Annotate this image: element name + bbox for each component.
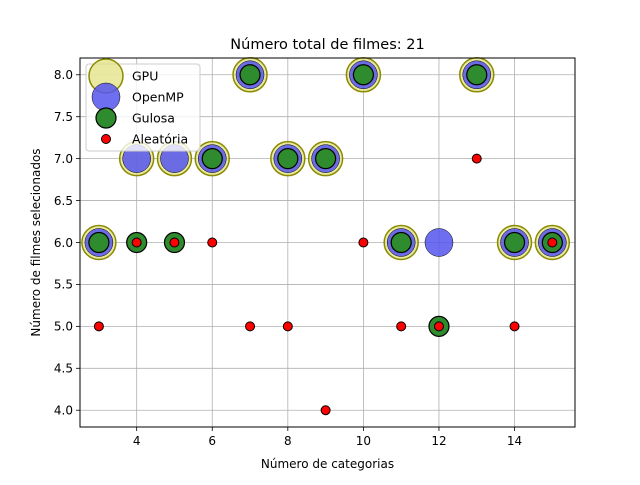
series-4-point	[471, 153, 482, 164]
y-tick-label: 4.5	[54, 362, 73, 376]
series-3-point	[352, 64, 374, 86]
y-tick-label: 8.0	[54, 68, 73, 82]
legend-marker	[95, 107, 117, 129]
y-tick-label: 5.5	[54, 278, 73, 292]
x-axis-label: Número de categorias	[261, 457, 394, 471]
series-4-point	[93, 321, 104, 332]
series-3	[88, 64, 563, 337]
series-4	[93, 153, 558, 416]
legend-label: Aleatória	[132, 132, 188, 147]
series-4-point	[207, 237, 218, 248]
series-4-point	[358, 237, 369, 248]
legend-label: Gulosa	[132, 111, 175, 126]
x-tick-label: 14	[507, 434, 522, 448]
y-tick-label: 5.0	[54, 320, 73, 334]
series-4-point	[433, 321, 444, 332]
legend-label: GPU	[132, 69, 158, 84]
legend-marker	[91, 82, 121, 112]
series-4-point	[169, 237, 180, 248]
legend-label: OpenMP	[132, 90, 184, 105]
legend-marker	[101, 134, 111, 144]
series-3-point	[201, 148, 223, 170]
legend: GPU OpenMP Gulosa Aleatória	[85, 58, 201, 152]
x-tick-label: 4	[133, 434, 141, 448]
y-tick-label: 6.5	[54, 194, 73, 208]
y-axis-label: Número de filmes selecionados	[29, 148, 43, 336]
series-2-point	[424, 228, 454, 257]
y-tick-label: 7.0	[54, 152, 73, 166]
series-4-point	[245, 321, 256, 332]
series-4-point	[396, 321, 407, 332]
series-3-point	[88, 231, 110, 254]
series-3-point	[315, 148, 337, 170]
x-tick-label: 12	[431, 434, 446, 448]
series-4-point	[131, 237, 142, 248]
series-4-point	[547, 237, 558, 248]
series-4-point	[282, 321, 293, 332]
data-points	[81, 57, 571, 416]
series-3-point	[466, 64, 488, 86]
series-3-point	[239, 64, 261, 86]
y-tick-label: 4.0	[54, 404, 73, 418]
x-tick-label: 10	[356, 434, 371, 448]
x-axis-ticks: 4 6 8 10 12 14	[133, 427, 522, 448]
chart-title: Número total de filmes: 21	[230, 37, 424, 53]
x-tick-label: 8	[284, 434, 292, 448]
series-3-point	[277, 148, 299, 170]
y-axis-ticks: 4.0 4.5 5.0 5.5 6.0 6.5 7.0 7.5 8.0	[54, 68, 80, 418]
x-tick-label: 6	[208, 434, 216, 448]
series-3-point	[390, 231, 412, 254]
series-3-point	[503, 231, 526, 254]
series-4-point	[509, 321, 520, 332]
series-4-point	[320, 405, 331, 416]
y-tick-label: 7.5	[54, 110, 73, 124]
y-tick-label: 6.0	[54, 236, 73, 250]
